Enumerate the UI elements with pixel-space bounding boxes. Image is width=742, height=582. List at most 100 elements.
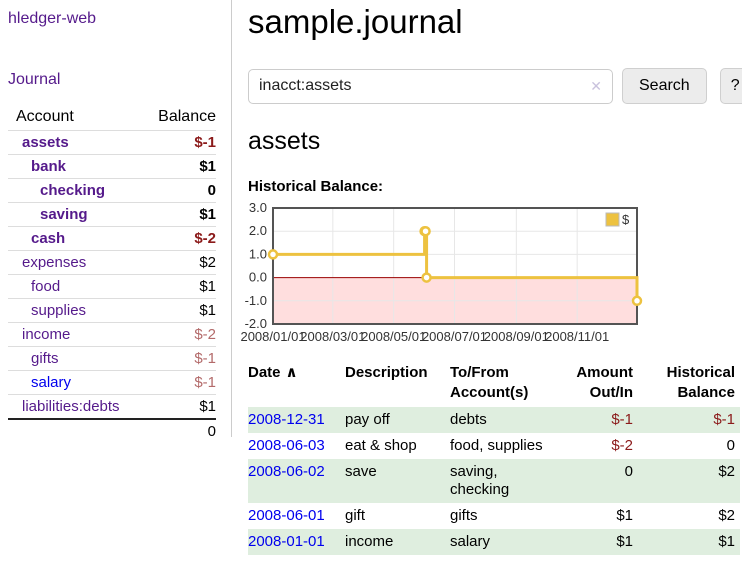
chart-title: Historical Balance: [248,178,384,195]
sidebar-account-row: supplies $1 [8,298,216,323]
sidebar-account-link[interactable]: salary [31,374,72,391]
accounts-total-row: 0 [8,418,216,443]
help-button[interactable]: ? [719,68,742,104]
sidebar-account-link[interactable]: saving [40,206,88,223]
sidebar-account-row: salary $-1 [8,370,216,395]
historical-balance-chart: 3.0 2.0 1.0 0.0 -1.0 -2.02008/01/012008/03/01… [240,200,643,344]
svg-text:$: $ [622,212,630,227]
sort-ascending-icon: ∧ [285,364,298,381]
transaction-amount: $-2 [611,437,633,454]
accounts-header-account: Account [8,105,139,131]
svg-text:-1.0: -1.0 [245,293,267,308]
sidebar-account-balance: $-2 [138,322,216,347]
sidebar-account-link[interactable]: cash [31,230,66,247]
clear-search-icon[interactable]: ✕ [590,77,602,94]
register-table: Date ∧ Description To/From Account(s) Amo… [248,361,740,555]
app-brand-link[interactable]: hledger-web [8,10,97,27]
sidebar-account-link[interactable]: expenses [22,254,87,271]
transaction-accounts: food, supplies [450,437,543,454]
transaction-amount: $-1 [611,411,633,428]
sidebar-account-row: gifts $-1 [8,346,216,371]
svg-text:2008/07/01: 2008/07/01 [422,329,487,344]
transaction-accounts: salary [450,533,491,550]
sidebar-accounts-table: Account Balance assets $-1 bank $1 check… [8,105,216,443]
sidebar-account-link[interactable]: supplies [31,302,87,319]
register-row: 2008-06-03 eat & shop food, supplies $-2… [248,433,740,459]
transaction-amount: $1 [616,533,633,550]
sidebar-account-balance: $-1 [138,346,216,371]
transaction-description: income [345,533,394,550]
register-header-balance: Historical Balance [666,364,735,401]
main-content: sample.journal ✕ Search ? assets Histori… [232,0,742,555]
register-header-accounts: To/From Account(s) [450,364,529,401]
transaction-date-link[interactable]: 2008-06-02 [248,463,325,480]
sidebar-account-row: assets $-1 [8,130,216,155]
accounts-header-balance: Balance [138,105,216,131]
svg-text:2.0: 2.0 [249,223,267,238]
svg-text:2008/03/01: 2008/03/01 [300,329,365,344]
sidebar-account-row: saving $1 [8,202,216,227]
sidebar-account-balance: $1 [138,274,216,299]
svg-text:2008/05/01: 2008/05/01 [361,329,426,344]
sidebar-account-balance: $1 [138,154,216,179]
sidebar-account-row: checking 0 [8,178,216,203]
search-input[interactable] [248,68,613,104]
sidebar-account-row: bank $1 [8,154,216,179]
transaction-date-link[interactable]: 2008-12-31 [248,411,325,428]
transaction-date-link[interactable]: 2008-06-03 [248,437,325,454]
svg-text:2008/11/01: 2008/11/01 [545,329,609,344]
svg-text:2008/09/01: 2008/09/01 [484,329,549,344]
transaction-description: save [345,463,377,480]
svg-text:2008/01/01: 2008/01/01 [240,329,305,344]
transaction-date-link[interactable]: 2008-06-01 [248,507,325,524]
sidebar-account-link[interactable]: liabilities:debts [22,398,120,415]
sidebar-account-balance: $1 [138,202,216,227]
sidebar-account-row: food $1 [8,274,216,299]
transaction-description: gift [345,507,366,524]
transaction-amount: $1 [616,507,633,524]
sidebar-account-row: expenses $2 [8,250,216,275]
sidebar-account-link[interactable]: food [31,278,61,295]
sidebar-account-balance: $-1 [138,130,216,155]
sidebar-account-balance: $-1 [138,370,216,395]
register-row: 2008-06-01 gift gifts $1 $2 [248,503,740,529]
transaction-accounts: gifts [450,507,478,524]
transaction-balance: $-1 [713,411,735,428]
svg-text:3.0: 3.0 [249,200,267,215]
register-row: 2008-06-02 save saving, checking 0 $2 [248,459,740,503]
search-form: ✕ Search ? [248,68,742,104]
search-button[interactable]: Search [622,68,707,104]
account-heading: assets [248,127,321,155]
sidebar-account-balance: $-2 [138,226,216,251]
svg-text:0.0: 0.0 [249,270,267,285]
transaction-amount: 0 [624,463,633,480]
sidebar-account-link[interactable]: bank [31,158,67,175]
register-row: 2008-01-01 income salary $1 $1 [248,529,740,555]
transaction-balance: $1 [718,533,735,550]
sidebar-account-link[interactable]: income [22,326,71,343]
register-header-row: Date ∧ Description To/From Account(s) Amo… [248,361,740,407]
sidebar-account-balance: 0 [138,178,216,203]
accounts-total-spacer [8,418,139,443]
register-header-amount: Amount Out/In [576,364,633,401]
transaction-balance: $2 [718,507,735,524]
transaction-description: eat & shop [345,437,417,454]
register-row: 2008-12-31 pay off debts $-1 $-1 [248,407,740,433]
transaction-accounts: saving, checking [450,463,510,498]
svg-text:1.0: 1.0 [249,246,267,261]
sidebar-account-link[interactable]: assets [22,134,69,151]
transaction-date-link[interactable]: 2008-01-01 [248,533,325,550]
accounts-header-row: Account Balance [8,105,216,131]
transaction-balance: 0 [726,437,735,454]
sidebar-account-balance: $1 [138,394,216,420]
svg-text:-2.0: -2.0 [245,316,267,331]
sidebar-account-link[interactable]: checking [40,182,106,199]
sidebar-account-row: cash $-2 [8,226,216,251]
sidebar-account-link[interactable]: gifts [31,350,59,367]
sidebar-account-balance: $2 [138,250,216,275]
sidebar: hledger-web Journal Account Balance asse… [0,0,232,443]
register-header-date[interactable]: Date ∧ [248,364,298,381]
sidebar-item-journal[interactable]: Journal [8,71,61,88]
sidebar-account-row: liabilities:debts $1 [8,394,216,420]
transaction-balance: $2 [718,463,735,480]
